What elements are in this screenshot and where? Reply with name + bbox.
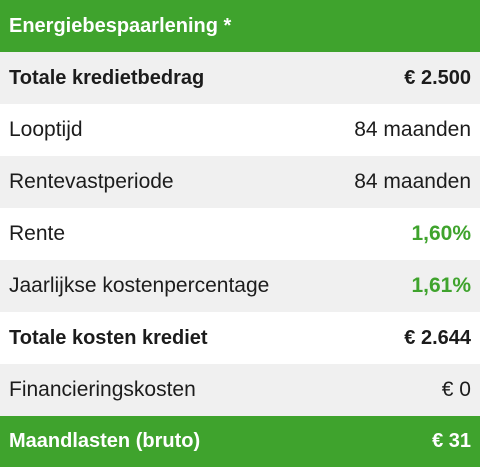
row-value: € 2.644 [404, 326, 471, 349]
row-value: 84 maanden [354, 118, 471, 141]
footer-value: € 31 [432, 430, 471, 452]
monthly-payment-footer: Maandlasten (bruto) € 31 [0, 416, 480, 467]
row-value: € 0 [441, 378, 471, 401]
row-annual-cost-percentage: Jaarlijkse kostenpercentage 1,61% [0, 260, 480, 312]
footer-label: Maandlasten (bruto) [9, 430, 201, 452]
row-label: Totale kosten krediet [9, 326, 208, 349]
row-label: Looptijd [9, 118, 83, 141]
row-total-credit-amount: Totale kredietbedrag € 2.500 [0, 52, 480, 104]
row-value: € 2.500 [404, 66, 471, 89]
row-label: Totale kredietbedrag [9, 66, 205, 89]
row-interest-rate: Rente 1,60% [0, 208, 480, 260]
row-fixed-rate-period: Rentevastperiode 84 maanden [0, 156, 480, 208]
row-value: 84 maanden [354, 170, 471, 193]
card-header: Energiebespaarlening * [0, 0, 480, 52]
row-duration: Looptijd 84 maanden [0, 104, 480, 156]
row-value: 1,60% [411, 222, 471, 245]
row-total-credit-cost: Totale kosten krediet € 2.644 [0, 312, 480, 364]
row-value: 1,61% [411, 274, 471, 297]
row-label: Rentevastperiode [9, 170, 174, 193]
row-label: Financieringskosten [9, 378, 196, 401]
row-label: Jaarlijkse kostenpercentage [9, 274, 270, 297]
card-title: Energiebespaarlening * [9, 14, 232, 37]
row-label: Rente [9, 222, 66, 245]
row-financing-costs: Financieringskosten € 0 [0, 364, 480, 416]
